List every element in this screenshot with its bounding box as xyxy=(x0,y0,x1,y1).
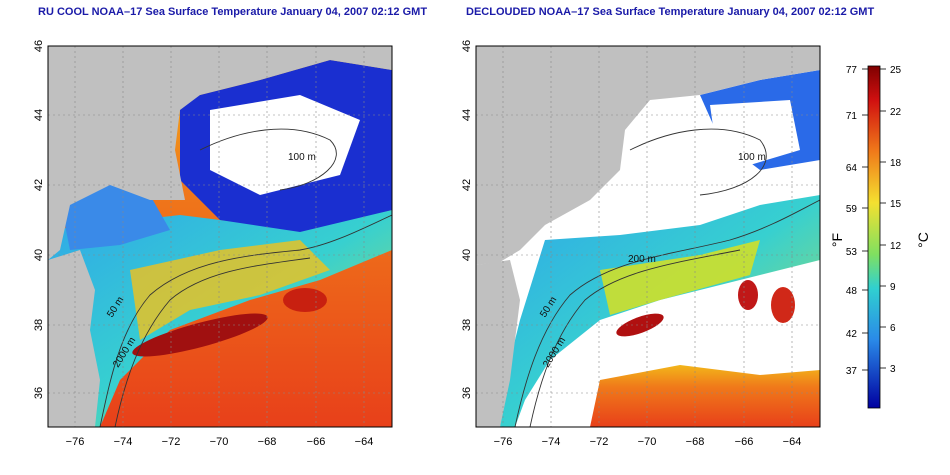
left-y-tick: 38 xyxy=(33,319,45,331)
c-tick: 25 xyxy=(890,65,902,76)
right-x-tick: −64 xyxy=(783,436,802,448)
left-y-axis: 36 38 40 42 44 46 xyxy=(33,40,45,399)
colorbar-tick-marks xyxy=(862,68,886,371)
right-x-tick: −70 xyxy=(638,436,657,448)
right-warm-filament xyxy=(616,313,664,337)
f-tick: 53 xyxy=(846,247,858,258)
right-x-tick: −66 xyxy=(735,436,754,448)
right-y-tick: 42 xyxy=(461,179,473,191)
right-x-tick: −76 xyxy=(494,436,513,448)
f-tick: 71 xyxy=(846,111,858,122)
left-x-tick: −76 xyxy=(66,436,85,448)
left-map-frame xyxy=(47,45,393,428)
right-land-northeast xyxy=(476,46,820,265)
right-land-midatlantic xyxy=(476,260,520,427)
left-y-tick: 40 xyxy=(33,249,45,261)
colorbar-f-ticks: 77 71 64 59 53 48 42 37 xyxy=(846,65,858,377)
right-contour-label-100: 100 m xyxy=(738,152,766,163)
left-contour-gulf-maine xyxy=(199,128,337,191)
left-map: 100 m 50 m 2000 m 36 38 40 42 44 46 −76 … xyxy=(33,40,393,448)
left-contour-shelf xyxy=(99,214,392,427)
c-tick: 18 xyxy=(890,158,902,169)
right-y-tick: 36 xyxy=(461,387,473,399)
left-gulf-stream-core xyxy=(132,313,268,357)
c-tick: 6 xyxy=(890,323,896,334)
left-x-tick: −68 xyxy=(258,436,277,448)
right-contour-gulf-maine xyxy=(629,128,767,196)
left-map-image: 100 m 50 m 2000 m xyxy=(48,46,392,427)
fahrenheit-label: °F xyxy=(829,233,845,247)
c-tick: 9 xyxy=(890,282,896,293)
left-slope-water xyxy=(130,240,330,340)
right-map: 100 m 200 m 50 m 2000 m 36 38 40 42 44 4… xyxy=(461,40,821,448)
c-tick: 15 xyxy=(890,199,902,210)
f-tick: 77 xyxy=(846,65,858,76)
left-map-title: RU COOL NOAA–17 Sea Surface Temperature … xyxy=(38,6,428,18)
left-y-tick: 44 xyxy=(33,109,45,121)
c-tick: 22 xyxy=(890,107,902,118)
right-y-axis: 36 38 40 42 44 46 xyxy=(461,40,473,399)
f-tick: 48 xyxy=(846,286,858,297)
right-contour-deep xyxy=(529,249,741,427)
right-y-tick: 44 xyxy=(461,109,473,121)
right-x-tick: −68 xyxy=(686,436,705,448)
right-warm-eddy xyxy=(771,287,795,323)
f-tick: 37 xyxy=(846,366,858,377)
left-land-midatlantic xyxy=(48,250,100,427)
right-map-title: DECLOUDED NOAA–17 Sea Surface Temperatur… xyxy=(466,6,875,18)
right-contour-shelf xyxy=(514,199,820,427)
right-warm-eddy xyxy=(738,280,758,310)
right-x-tick: −74 xyxy=(542,436,561,448)
c-tick: 3 xyxy=(890,364,896,375)
right-y-tick: 40 xyxy=(461,249,473,261)
right-y-tick: 46 xyxy=(461,40,473,52)
left-contour-deep xyxy=(114,257,311,427)
right-slope-water xyxy=(600,240,760,315)
left-y-tick: 42 xyxy=(33,179,45,191)
left-cloud-cover xyxy=(210,95,360,195)
f-tick: 64 xyxy=(846,163,858,174)
right-map-frame xyxy=(475,45,821,428)
colorbar-c-ticks: 25 22 18 15 12 9 6 3 xyxy=(890,65,902,375)
left-x-tick: −66 xyxy=(307,436,326,448)
left-contour-label-100: 100 m xyxy=(288,152,316,163)
left-x-axis: −76 −74 −72 −70 −68 −66 −64 xyxy=(66,436,374,448)
temperature-colorbar: 77 71 64 59 53 48 42 37 25 22 18 15 12 9 xyxy=(829,65,931,409)
left-coastal-cold xyxy=(60,180,170,250)
f-tick: 59 xyxy=(846,204,858,215)
right-x-tick: −72 xyxy=(590,436,609,448)
left-x-tick: −70 xyxy=(210,436,229,448)
right-gulf-stream-warm xyxy=(590,365,820,427)
right-map-image: 100 m 200 m 50 m 2000 m xyxy=(476,46,820,427)
f-tick: 42 xyxy=(846,329,858,340)
left-x-tick: −64 xyxy=(355,436,374,448)
left-y-tick: 36 xyxy=(33,387,45,399)
left-x-tick: −72 xyxy=(162,436,181,448)
left-land-northeast xyxy=(48,46,392,260)
right-grid xyxy=(476,46,820,427)
colorbar-scale xyxy=(867,65,881,409)
right-cloud-cover xyxy=(710,100,800,165)
c-tick: 12 xyxy=(890,241,902,252)
left-warm-eddy xyxy=(283,288,327,312)
right-contour-label-200: 200 m xyxy=(628,254,656,265)
right-y-tick: 38 xyxy=(461,319,473,331)
left-x-tick: −74 xyxy=(114,436,133,448)
right-x-axis: −76 −74 −72 −70 −68 −66 −64 xyxy=(494,436,802,448)
left-y-tick: 46 xyxy=(33,40,45,52)
left-grid xyxy=(48,46,392,427)
celsius-label: °C xyxy=(915,232,931,248)
